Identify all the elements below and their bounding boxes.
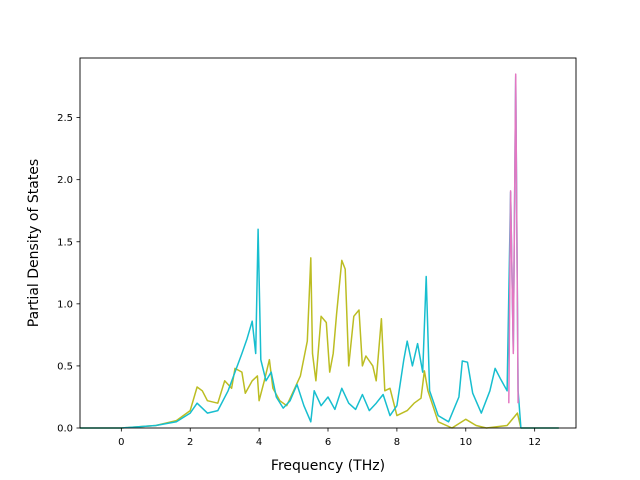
x-tick-label: 8 [394, 437, 400, 448]
y-tick-label: 0.0 [57, 424, 73, 435]
x-tick-label: 12 [528, 437, 541, 448]
series-line-1 [80, 257, 559, 429]
y-tick-label: 0.5 [57, 361, 73, 372]
x-tick-label: 4 [256, 437, 262, 448]
y-tick-label: 1.5 [57, 237, 73, 248]
x-tick-label: 2 [187, 437, 193, 448]
series-line-3 [508, 73, 519, 404]
x-axis-label: Frequency (THz) [271, 458, 385, 474]
y-tick-label: 2.0 [57, 175, 73, 186]
plot-background [80, 58, 576, 428]
y-axis: 0.0 0.5 1.0 1.5 2.0 2.5 [57, 113, 80, 435]
series-layer [80, 73, 559, 429]
y-tick-label: 2.5 [57, 113, 73, 124]
x-tick-label: 10 [459, 437, 472, 448]
series-line-2 [80, 75, 559, 429]
x-axis: 0 2 4 6 8 10 12 [118, 428, 541, 448]
x-tick-label: 0 [118, 437, 124, 448]
y-axis-label: Partial Density of States [26, 159, 42, 327]
y-tick-label: 1.0 [57, 299, 73, 310]
x-tick-label: 6 [325, 437, 331, 448]
